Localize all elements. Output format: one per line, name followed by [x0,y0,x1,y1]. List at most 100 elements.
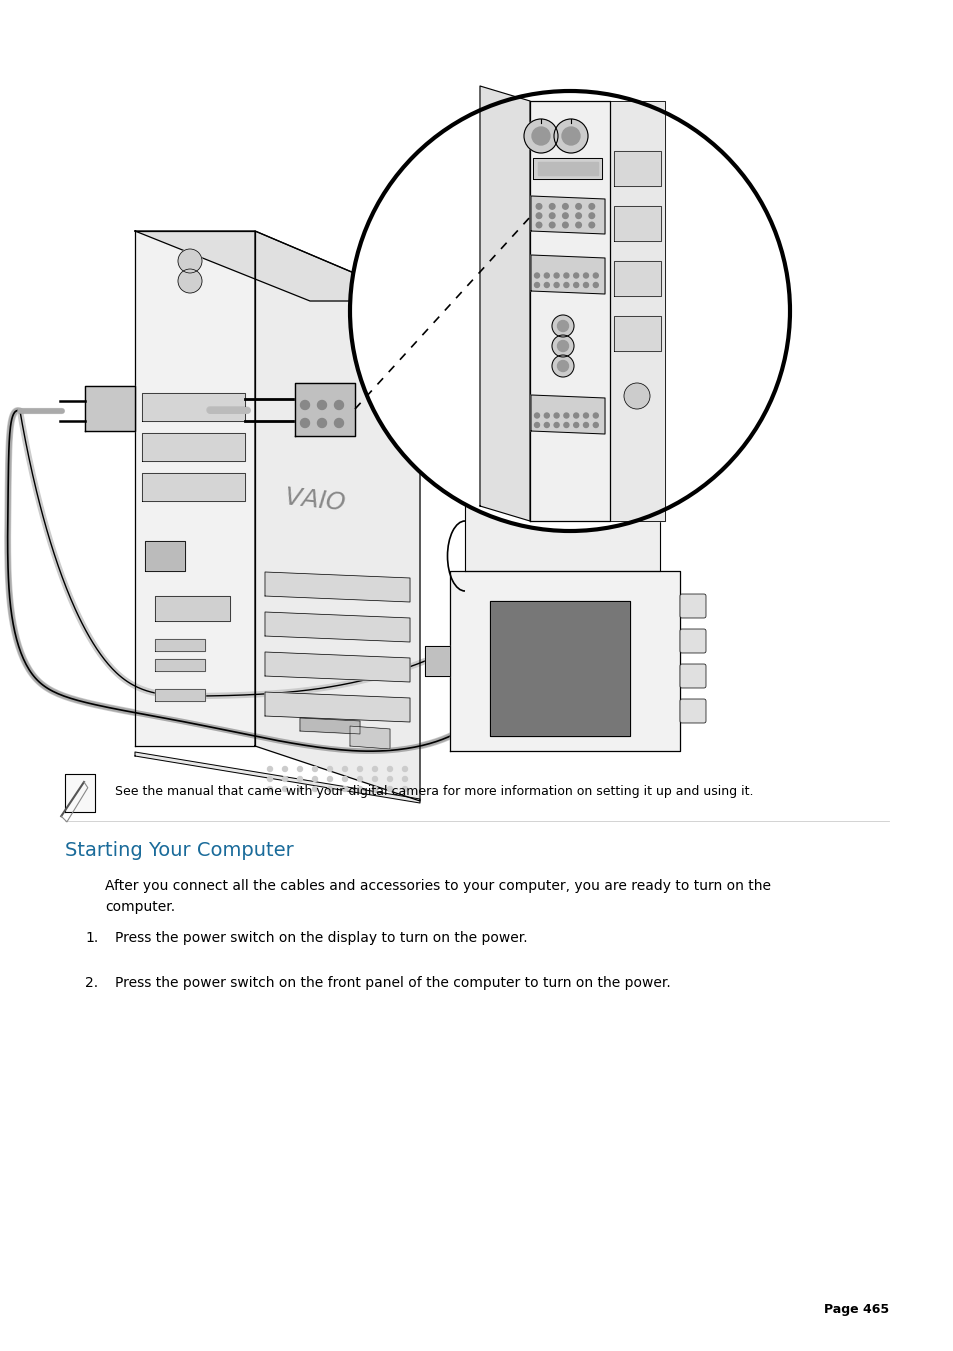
Circle shape [372,766,377,771]
Text: Press the power switch on the front panel of the computer to turn on the power.: Press the power switch on the front pane… [115,975,670,990]
Polygon shape [464,496,659,571]
Circle shape [588,222,594,228]
Circle shape [549,213,555,219]
Circle shape [335,400,343,409]
Circle shape [357,777,362,781]
Text: After you connect all the cables and accessories to your computer, you are ready: After you connect all the cables and acc… [105,880,770,913]
Circle shape [544,413,549,417]
Circle shape [583,273,588,278]
Circle shape [536,204,541,209]
Circle shape [554,282,558,288]
Polygon shape [142,393,245,422]
Polygon shape [533,158,601,178]
Circle shape [350,91,789,531]
Polygon shape [265,692,410,721]
Circle shape [573,413,578,417]
Circle shape [297,777,302,781]
Circle shape [372,786,377,792]
Circle shape [588,213,594,219]
Polygon shape [464,469,659,496]
Circle shape [552,355,574,377]
Circle shape [523,119,558,153]
Circle shape [544,282,549,288]
Polygon shape [294,382,355,436]
Circle shape [552,335,574,357]
Polygon shape [254,231,419,801]
Circle shape [402,786,407,792]
Circle shape [300,400,309,409]
Circle shape [402,777,407,781]
Circle shape [549,222,555,228]
Polygon shape [142,473,245,501]
Circle shape [357,786,362,792]
Circle shape [317,419,326,427]
Polygon shape [135,231,419,301]
Circle shape [576,222,580,228]
Circle shape [554,273,558,278]
Polygon shape [614,151,660,186]
Circle shape [554,119,587,153]
Polygon shape [531,255,604,295]
Circle shape [583,413,588,417]
Circle shape [327,766,333,771]
Circle shape [300,419,309,427]
Circle shape [576,213,580,219]
Circle shape [297,766,302,771]
Polygon shape [490,601,629,736]
Text: See the manual that came with your digital camera for more information on settin: See the manual that came with your digit… [115,785,753,797]
Text: Starting Your Computer: Starting Your Computer [65,842,294,861]
Circle shape [557,340,568,351]
Circle shape [313,777,317,781]
Circle shape [563,423,568,427]
Circle shape [593,282,598,288]
Circle shape [335,419,343,427]
Circle shape [317,400,326,409]
Text: 2.: 2. [85,975,98,990]
Polygon shape [609,101,664,521]
Circle shape [387,786,392,792]
Polygon shape [424,646,450,676]
Circle shape [593,413,598,417]
Circle shape [534,423,539,427]
Circle shape [372,777,377,781]
Polygon shape [265,612,410,642]
Polygon shape [154,689,205,701]
Circle shape [387,766,392,771]
Text: Page 465: Page 465 [823,1302,888,1316]
Polygon shape [479,86,530,521]
Polygon shape [559,440,619,469]
Circle shape [583,423,588,427]
Polygon shape [135,231,254,746]
Polygon shape [154,596,230,621]
Polygon shape [530,101,609,521]
Polygon shape [531,196,604,234]
Circle shape [573,273,578,278]
Circle shape [549,204,555,209]
Circle shape [593,423,598,427]
Text: $\mathit{VAIO}$: $\mathit{VAIO}$ [282,486,347,516]
Circle shape [561,127,579,145]
Circle shape [534,413,539,417]
Circle shape [573,423,578,427]
Circle shape [562,213,568,219]
Circle shape [387,777,392,781]
Circle shape [267,777,273,781]
Circle shape [342,766,347,771]
Polygon shape [614,316,660,351]
Circle shape [552,315,574,336]
Circle shape [282,766,287,771]
Circle shape [536,222,541,228]
Circle shape [402,766,407,771]
Polygon shape [265,653,410,682]
Polygon shape [142,434,245,461]
Polygon shape [135,753,419,802]
Circle shape [534,282,539,288]
Circle shape [267,786,273,792]
Circle shape [297,786,302,792]
Text: 1.: 1. [85,931,98,944]
Polygon shape [154,639,205,651]
Circle shape [536,213,541,219]
Circle shape [576,204,580,209]
Circle shape [327,777,333,781]
Circle shape [562,204,568,209]
